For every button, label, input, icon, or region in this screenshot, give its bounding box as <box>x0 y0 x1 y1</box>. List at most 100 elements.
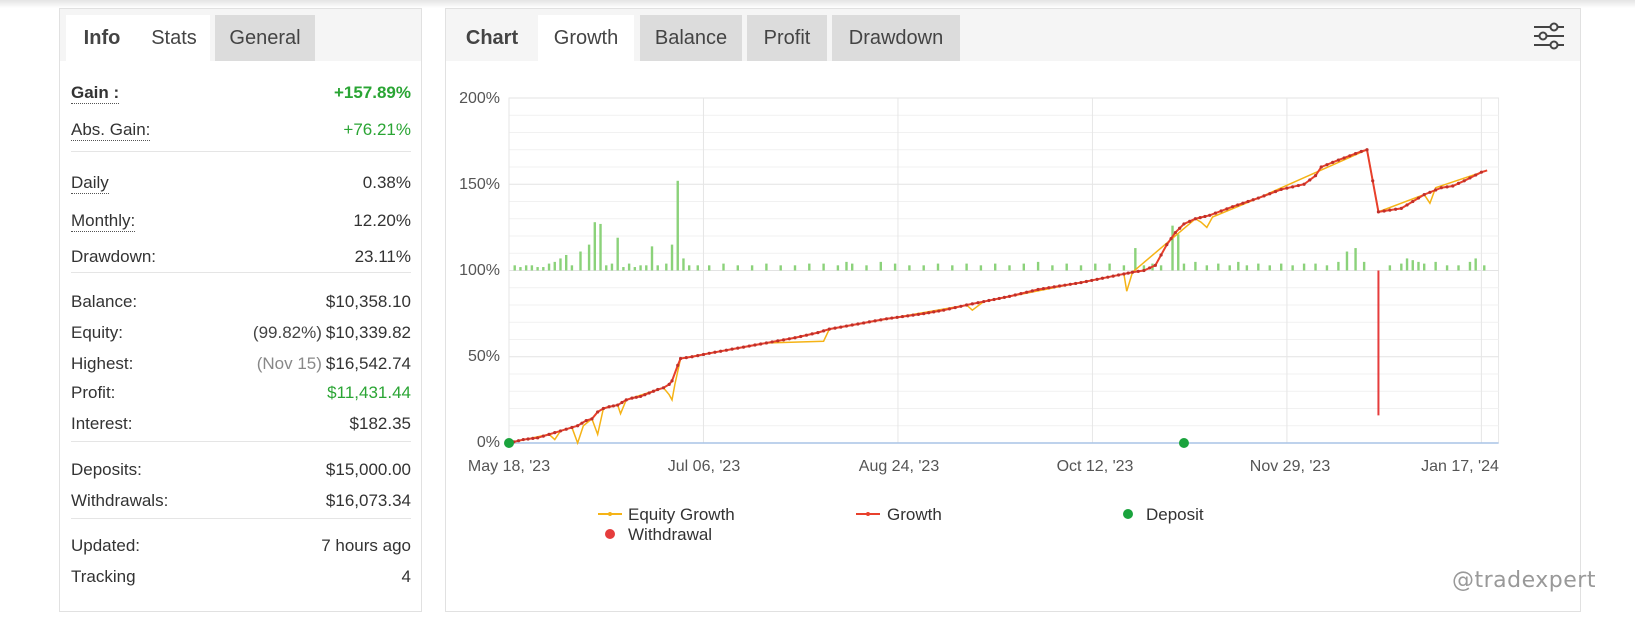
growth-point <box>937 309 941 313</box>
growth-point <box>521 437 525 442</box>
growth-point <box>816 331 820 335</box>
watermark: @tradexpert <box>1452 568 1596 593</box>
growth-point <box>616 403 620 407</box>
daily-bar <box>1108 263 1111 271</box>
growth-point <box>1296 183 1300 188</box>
growth-point <box>1030 289 1034 293</box>
daily-bar <box>851 263 854 271</box>
updated-label: Updated: <box>71 536 140 555</box>
x-tick-label: May 18, '23 <box>468 458 550 475</box>
growth-point <box>541 434 545 438</box>
growth-point <box>1331 160 1335 164</box>
stat-row-monthly: Monthly: 12.20% <box>71 211 411 235</box>
growth-point <box>942 308 946 312</box>
growth-point <box>895 315 899 319</box>
monthly-label[interactable]: Monthly: <box>71 211 136 232</box>
growth-point <box>638 394 643 399</box>
growth-point <box>1036 287 1040 292</box>
daily-bar <box>656 265 659 271</box>
growth-point <box>1169 236 1173 241</box>
growth-point <box>1100 276 1105 280</box>
growth-point <box>1182 222 1186 226</box>
growth-point <box>1279 187 1283 192</box>
growth-point <box>1468 176 1472 180</box>
daily-bar <box>687 265 691 271</box>
daily-bar <box>1205 265 1209 271</box>
daily-bar <box>922 265 925 271</box>
drawdown-label: Drawdown: <box>71 247 157 266</box>
daily-bar <box>1268 265 1271 271</box>
legend-deposit[interactable]: Deposit <box>1123 505 1204 524</box>
tab-stats[interactable]: Stats <box>138 15 210 61</box>
daily-bar <box>1417 261 1420 271</box>
abs-gain-label[interactable]: Abs. Gain: <box>71 120 151 141</box>
growth-point <box>1019 292 1023 296</box>
daily-bar <box>633 267 637 271</box>
divider <box>71 441 411 442</box>
daily-bar <box>616 237 619 271</box>
growth-point <box>1262 194 1266 198</box>
tab-info[interactable]: Info <box>66 15 138 61</box>
growth-point <box>770 340 774 344</box>
x-tick-label: Jul 06, '23 <box>668 458 741 475</box>
deposit-point <box>504 438 514 448</box>
daily-bar <box>1036 261 1040 271</box>
interest-value: $182.35 <box>349 414 411 433</box>
legend-label: Deposit <box>1146 505 1204 524</box>
daily-bar <box>965 263 968 271</box>
growth-point <box>747 344 751 348</box>
chart-tab-bar: Chart Growth Balance Profit Drawdown <box>446 9 1580 61</box>
tab-drawdown[interactable]: Drawdown <box>832 15 960 61</box>
growth-point <box>584 418 588 423</box>
tab-balance[interactable]: Balance <box>640 15 742 61</box>
growth-point <box>1203 214 1207 219</box>
daily-bar <box>879 261 882 271</box>
growth-point <box>661 386 666 390</box>
sliders-icon[interactable] <box>1532 21 1566 51</box>
growth-point <box>1416 196 1421 200</box>
growth-point <box>647 391 651 395</box>
tab-growth[interactable]: Growth <box>538 15 634 61</box>
equity-label: Equity: <box>71 323 123 342</box>
growth-point <box>1111 274 1115 278</box>
growth-point <box>1142 268 1146 273</box>
growth-point <box>1285 186 1289 190</box>
daily-bar <box>808 263 811 271</box>
daily-bar <box>1134 248 1137 271</box>
stat-row-drawdown: Drawdown: 23.11% <box>71 247 411 271</box>
growth-point <box>879 318 883 322</box>
stat-row-withdrawals: Withdrawals: $16,073.34 <box>71 491 411 515</box>
legend-withdrawal[interactable]: Withdrawal <box>605 525 712 544</box>
daily-bar <box>722 263 725 271</box>
gain-label[interactable]: Gain : <box>71 83 120 104</box>
growth-point <box>670 379 674 383</box>
growth-point <box>590 417 594 421</box>
daily-bar <box>1388 265 1392 271</box>
daily-label[interactable]: Daily <box>71 173 109 194</box>
equity-value-group: (99.82%) $10,339.82 <box>253 323 411 343</box>
legend-equity-growth[interactable]: Equity Growth <box>598 505 735 524</box>
daily-bar <box>587 244 591 271</box>
stat-row-profit: Profit: $11,431.44 <box>71 383 411 407</box>
tab-chart[interactable]: Chart <box>452 15 532 61</box>
x-axis-ticks: May 18, '23 Jul 06, '23 Aug 24, '23 Oct … <box>468 458 1499 475</box>
daily-bar <box>1314 263 1317 271</box>
daily-bar <box>650 246 654 271</box>
growth-point <box>676 363 680 367</box>
abs-gain-value: +76.21% <box>343 120 411 139</box>
growth-point <box>1126 271 1130 275</box>
growth-point <box>947 307 952 311</box>
x-tick-label: Oct 12, '23 <box>1057 458 1134 475</box>
growth-point <box>1230 205 1235 209</box>
highest-value: $16,542.74 <box>325 354 411 373</box>
legend-growth[interactable]: Growth <box>856 505 942 524</box>
daily-bar <box>513 265 516 271</box>
growth-point <box>1025 290 1029 294</box>
daily-bar <box>1291 265 1294 271</box>
daily-bar <box>1245 265 1249 271</box>
tab-profit[interactable]: Profit <box>747 15 827 61</box>
growth-point <box>580 421 584 425</box>
tab-general[interactable]: General <box>215 15 315 61</box>
growth-point <box>862 321 866 325</box>
legend-label: Withdrawal <box>628 525 712 544</box>
